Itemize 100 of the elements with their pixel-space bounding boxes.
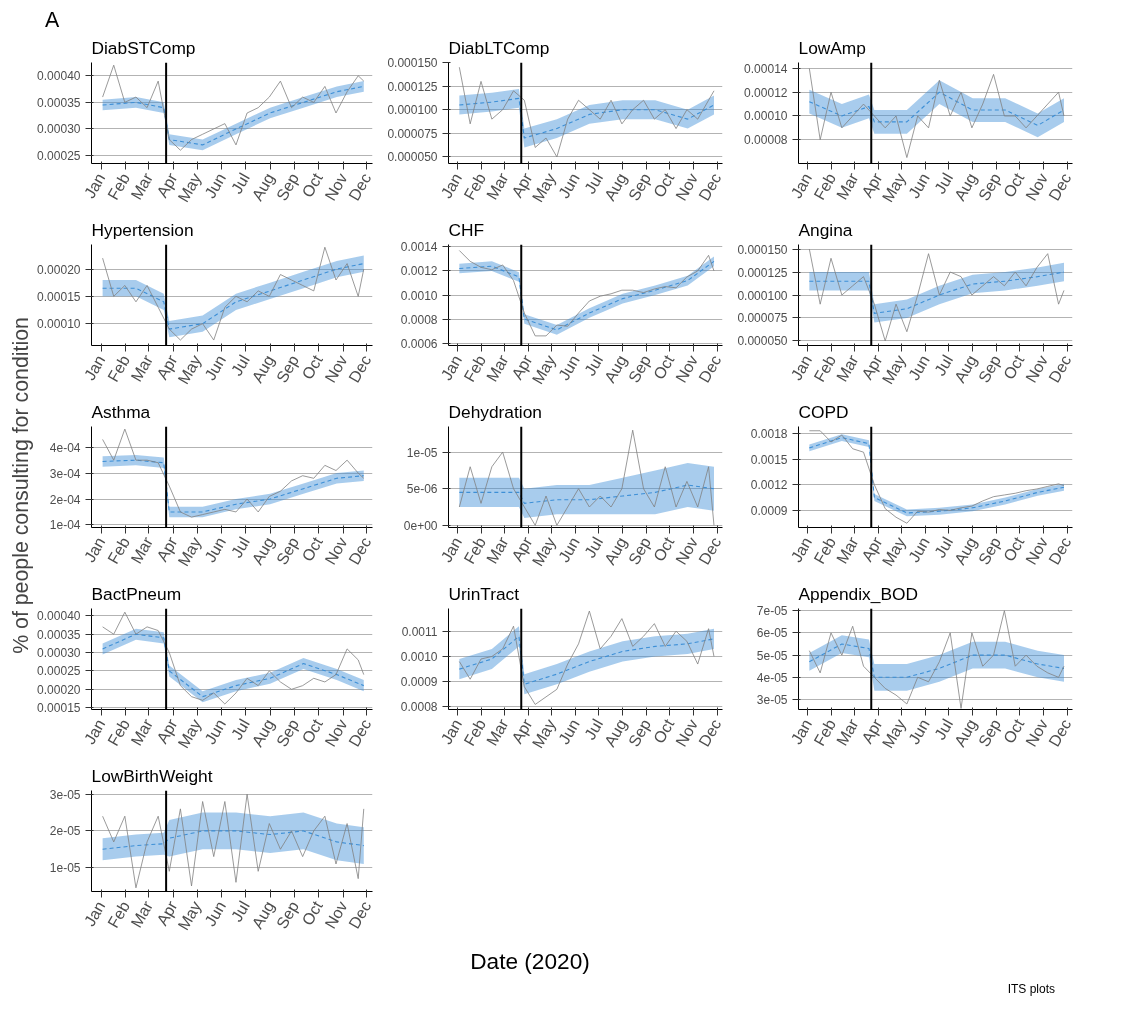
y-tick-label: 1e-05 xyxy=(49,861,81,876)
x-tick-label: Jul xyxy=(581,534,607,561)
y-tick-label: 0.0010 xyxy=(400,649,438,664)
y-tick-label: 5e-05 xyxy=(756,648,788,663)
y-tick-label: 0.00035 xyxy=(37,627,81,642)
chart-title: LowBirthWeight xyxy=(91,765,213,786)
text: ITS plots xyxy=(1007,981,1055,998)
x-tick-label: Jul xyxy=(581,352,607,379)
x-tick-label: Dec xyxy=(345,898,375,932)
y-tick-label: 0.0011 xyxy=(401,624,438,639)
x-tick-label: Jan xyxy=(80,352,109,384)
y-tick-label: 0.00040 xyxy=(37,69,81,84)
x-tick-label: Jul xyxy=(581,170,607,197)
y-tick-label: 6e-05 xyxy=(756,626,788,641)
y-tick-label: 0.0018 xyxy=(750,426,788,441)
y-tick-label: 5e-06 xyxy=(406,482,438,497)
x-tick-label: Jul xyxy=(931,534,957,561)
y-tick-label: 4e-05 xyxy=(756,670,788,685)
y-tick-label: 0.0006 xyxy=(400,336,438,351)
y-tick-label: 3e-05 xyxy=(756,693,788,708)
y-tick-label: 0.0014 xyxy=(400,240,438,255)
y-tick-label: 0.000125 xyxy=(737,265,788,280)
y-tick-label: 0.0015 xyxy=(750,452,788,467)
chart-title: Angina xyxy=(798,219,853,240)
y-tick-label: 0.00020 xyxy=(37,682,81,697)
x-tick-label: Jun xyxy=(905,534,933,566)
chart-title: Dehydration xyxy=(448,401,542,422)
y-tick-label: 0.00040 xyxy=(37,609,81,624)
y-tick-label: 0.00015 xyxy=(37,289,81,304)
y-tick-label: 0.0009 xyxy=(400,675,438,690)
chart-title: UrinTract xyxy=(448,583,520,604)
y-tick-label: 2e-04 xyxy=(49,492,81,507)
y-tick-label: 0.000100 xyxy=(737,288,788,303)
y-tick-label: 0.00025 xyxy=(37,664,81,679)
x-tick-label: Jul xyxy=(227,352,253,379)
y-tick-label: 0.00010 xyxy=(37,317,81,332)
chart-title: DiabSTComp xyxy=(91,37,196,58)
y-tick-label: 0.00030 xyxy=(37,122,81,137)
x-tick-label: Jun xyxy=(905,170,933,202)
y-tick-label: 1e-04 xyxy=(49,518,81,533)
chart-title: COPD xyxy=(798,401,849,422)
y-tick-label: 0.0012 xyxy=(750,478,788,493)
chart-title: BactPneum xyxy=(91,583,182,604)
y-tick-label: 0.0008 xyxy=(400,700,438,715)
x-tick-label: Jul xyxy=(227,898,253,925)
y-tick-label: 3e-05 xyxy=(49,787,81,802)
x-tick-label: Jul xyxy=(227,534,253,561)
y-tick-label: 0.00015 xyxy=(37,701,81,716)
y-tick-label: 0.00035 xyxy=(37,95,81,110)
y-tick-label: 7e-05 xyxy=(756,604,788,619)
x-tick-label: Jun xyxy=(201,898,230,930)
x-tick-label: Jun xyxy=(555,170,583,202)
text: Date (2020) xyxy=(470,947,590,976)
y-tick-label: 3e-04 xyxy=(49,466,81,481)
chart-title: LowAmp xyxy=(798,37,866,58)
y-tick-label: 0.00014 xyxy=(744,61,788,76)
y-tick-label: 4e-04 xyxy=(49,440,81,455)
text: A xyxy=(45,7,60,34)
x-tick-label: Dec xyxy=(345,716,375,750)
y-tick-label: 0.0010 xyxy=(400,288,438,303)
x-tick-label: Jun xyxy=(555,716,583,748)
x-tick-label: Jun xyxy=(201,352,230,384)
x-tick-label: Jan xyxy=(80,898,109,930)
x-tick-label: Jan xyxy=(80,534,109,566)
y-tick-label: 0.0012 xyxy=(400,264,438,279)
x-tick-label: Jul xyxy=(227,170,253,197)
y-tick-label: 0.000100 xyxy=(387,103,438,118)
y-tick-label: 0.00025 xyxy=(37,149,81,164)
y-tick-label: 1e-05 xyxy=(406,445,438,460)
x-tick-label: Jul xyxy=(227,716,253,743)
y-tick-label: 2e-05 xyxy=(49,824,81,839)
chart-title: Hypertension xyxy=(91,219,194,240)
x-tick-label: Jun xyxy=(905,352,933,384)
x-tick-label: Jan xyxy=(80,170,109,202)
y-tick-label: 0.000075 xyxy=(737,311,788,326)
x-tick-label: Jul xyxy=(581,716,607,743)
y-tick-label: 0.000150 xyxy=(737,242,788,257)
x-tick-label: Jul xyxy=(931,352,957,379)
text: % of people consulting for condition xyxy=(8,317,33,654)
y-tick-label: 0.000050 xyxy=(387,150,438,165)
chart-title: Appendix_BOD xyxy=(798,583,918,604)
x-tick-label: Jul xyxy=(931,716,957,743)
y-tick-label: 0.00020 xyxy=(37,262,81,277)
x-tick-label: Jun xyxy=(201,534,230,566)
y-tick-label: 0.00012 xyxy=(744,85,788,100)
y-tick-label: 0e+00 xyxy=(403,518,438,533)
x-tick-label: Dec xyxy=(345,352,375,386)
x-tick-label: Jun xyxy=(201,170,230,202)
y-tick-label: 0.0009 xyxy=(750,503,788,518)
x-tick-label: Jun xyxy=(201,716,230,748)
x-tick-label: Dec xyxy=(345,534,375,568)
chart-title: DiabLTComp xyxy=(448,37,550,58)
y-tick-label: 0.0008 xyxy=(400,312,438,327)
y-tick-label: 0.000050 xyxy=(737,334,788,349)
y-tick-label: 0.000125 xyxy=(387,79,438,94)
x-tick-label: Jun xyxy=(555,352,583,384)
x-tick-label: Jun xyxy=(905,716,933,748)
x-tick-label: Jun xyxy=(555,534,583,566)
y-tick-label: 0.00030 xyxy=(37,646,81,661)
y-tick-label: 0.000150 xyxy=(387,56,438,70)
